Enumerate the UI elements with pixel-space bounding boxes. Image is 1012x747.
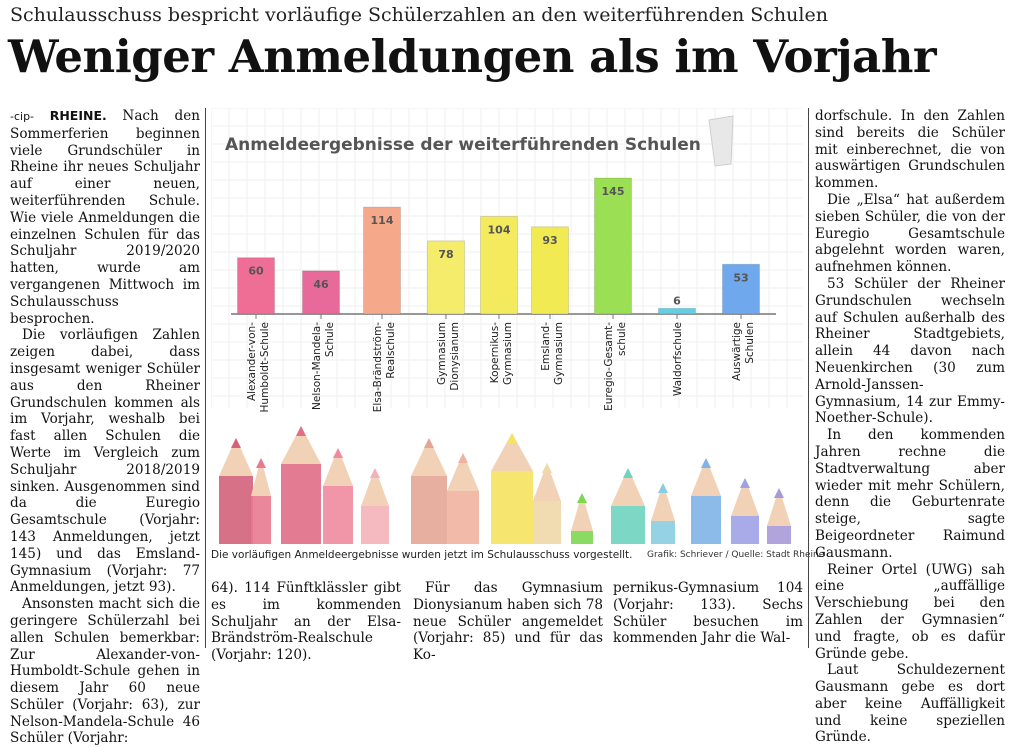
paragraph-2: Die vorläufigen Zahlen zeigen dabei, das… xyxy=(10,327,200,596)
article-column-5: dorfschule. In den Zahlen sind bereits d… xyxy=(815,108,1005,746)
location-dateline: RHEINE. xyxy=(49,108,107,123)
bar xyxy=(531,226,569,315)
pencil-tip-icon xyxy=(571,493,593,531)
article-column-2-bottom: 64). 114 Fünftklässler gibt es im kommen… xyxy=(211,580,401,664)
pencil-lead-icon xyxy=(370,468,380,478)
paragraph-5-5: Reiner Ortel (UWG) sah eine „auffällige … xyxy=(815,561,1005,662)
category-label: Waldorfschule xyxy=(672,322,684,396)
pencil-body-icon xyxy=(361,506,389,548)
paragraph-5-3: 53 Schüler der Rheiner Grundschulen wech… xyxy=(815,275,1005,427)
bar-value-label: 60 xyxy=(248,265,264,278)
pencil-tip-icon xyxy=(411,438,447,476)
pencil-body-icon xyxy=(447,491,479,548)
category-label: Nelson-Mandela-Schule xyxy=(311,322,336,410)
column-divider xyxy=(808,108,809,648)
pencil-lead-icon xyxy=(424,438,434,448)
category-label: Elsa-Brändström-Realschule xyxy=(372,322,397,412)
pencil-tip-icon xyxy=(651,483,675,521)
bar-value-label: 53 xyxy=(733,271,748,284)
pencil-tip-icon xyxy=(611,468,645,506)
pencil-tip-icon xyxy=(447,453,479,491)
bar-value-label: 145 xyxy=(602,185,625,198)
pencil-tip-icon xyxy=(281,426,321,464)
pencil-body-icon xyxy=(491,471,533,548)
bar-value-label: 78 xyxy=(438,248,453,261)
paragraph-5-2: Die „Elsa“ hat außerdem sieben Schüler, … xyxy=(815,191,1005,276)
pencil-lead-icon xyxy=(740,478,750,488)
pencil-body-icon xyxy=(767,526,791,548)
chart-title: Anmeldeergebnisse der weiterführenden Sc… xyxy=(225,135,701,155)
pencil-tip-icon xyxy=(323,448,353,486)
pencil-tip-icon xyxy=(219,438,253,476)
category-label: Euregio-Gesamt-schule xyxy=(603,322,628,411)
chart-credit: Grafik: Schriever / Quelle: Stadt Rheine xyxy=(647,550,825,560)
bar-value-label: 93 xyxy=(542,234,557,247)
pencil-lead-icon xyxy=(296,426,306,436)
author-tag: -cip- xyxy=(10,110,35,123)
pencil-lead-icon xyxy=(623,468,633,478)
pencil-body-icon xyxy=(219,476,253,548)
bar-chart: Anmeldeergebnisse der weiterführenden Sc… xyxy=(211,108,803,570)
pencil-tip-icon xyxy=(251,458,271,496)
pencil-lead-icon xyxy=(458,453,468,463)
bar xyxy=(594,177,632,315)
pencil-body-icon xyxy=(611,506,645,548)
article-column-4-bottom: pernikus-Gymnasium 104 (Vorjahr: 133). S… xyxy=(613,580,803,647)
bar-value-label: 114 xyxy=(371,214,394,227)
paragraph-1-text: Nach den Sommerferien beginnen viele Gru… xyxy=(10,108,200,327)
paragraph-5-6: Laut Schuldezernent Gausmann gebe es dor… xyxy=(815,662,1005,746)
pencil-lead-icon xyxy=(658,483,668,493)
paragraph-3: Ansonsten macht sich die geringere Schül… xyxy=(10,596,200,747)
pencil-tip-icon xyxy=(691,458,721,496)
pencil-body-icon xyxy=(533,501,561,548)
pencil-lead-icon xyxy=(231,438,241,448)
bar-value-label: 6 xyxy=(673,294,681,307)
bar-value-label: 104 xyxy=(488,223,511,236)
pencil-body-icon xyxy=(571,531,593,548)
category-label: GymnasiumDionysianum xyxy=(436,322,461,391)
pencil-body-icon xyxy=(281,464,321,548)
chart-graphic: Anmeldeergebnisse der weiterführenden Sc… xyxy=(211,108,803,570)
article-headline: Weniger Anmeldungen als im Vorjahr xyxy=(8,30,937,83)
pencil-tip-icon xyxy=(731,478,759,516)
category-label: AuswärtigeSchulen xyxy=(731,322,756,381)
bar xyxy=(722,263,760,315)
article-column-3-bottom: Für das Gymnasium Dionysianum haben sich… xyxy=(413,580,604,664)
paragraph-5-1: dorfschule. In den Zahlen sind bereits d… xyxy=(815,108,1005,192)
caption-background xyxy=(211,544,803,570)
pencil-body-icon xyxy=(691,496,721,548)
paragraph-5-4: In den kommenden Jahren rechne die Stadt… xyxy=(815,427,1005,561)
pencil-lead-icon xyxy=(256,458,266,468)
pencil-lead-icon xyxy=(542,463,552,473)
bar-value-label: 46 xyxy=(313,278,329,291)
category-label: Alexander-von-Humboldt-Schule xyxy=(246,322,271,413)
pencil-body-icon xyxy=(323,486,353,548)
pencil-tip-icon xyxy=(767,488,791,526)
category-label: Emsland-Gymnasium xyxy=(540,322,565,385)
pencil-body-icon xyxy=(251,496,271,548)
paragraph-1: -cip- RHEINE. Nach den Sommerferien begi… xyxy=(10,108,200,327)
chart-caption: Die vorläufigen Anmeldeergebnisse wurden… xyxy=(211,549,633,561)
pencil-lead-icon xyxy=(701,458,711,468)
bar xyxy=(302,270,340,315)
pencil-lead-icon xyxy=(577,493,587,503)
bar xyxy=(427,240,465,315)
bar xyxy=(237,257,275,315)
column-divider xyxy=(205,108,206,648)
pencil-tip-icon xyxy=(491,433,533,471)
pencil-tip-icon xyxy=(533,463,561,501)
cup-icon xyxy=(708,115,734,167)
pencil-tip-icon xyxy=(361,468,389,506)
article-column-1: -cip- RHEINE. Nach den Sommerferien begi… xyxy=(10,108,200,747)
pencil-body-icon xyxy=(411,476,447,548)
pencil-body-icon xyxy=(731,516,759,548)
bar xyxy=(658,307,696,315)
pencil-lead-icon xyxy=(507,433,517,443)
pencil-body-icon xyxy=(651,521,675,548)
bar xyxy=(363,206,401,315)
pencil-lead-icon xyxy=(333,448,343,458)
pencil-lead-icon xyxy=(774,488,784,498)
category-label: Kopernikus-Gymnasium xyxy=(489,322,514,385)
article-kicker: Schulausschuss bespricht vorläufige Schü… xyxy=(10,4,828,26)
